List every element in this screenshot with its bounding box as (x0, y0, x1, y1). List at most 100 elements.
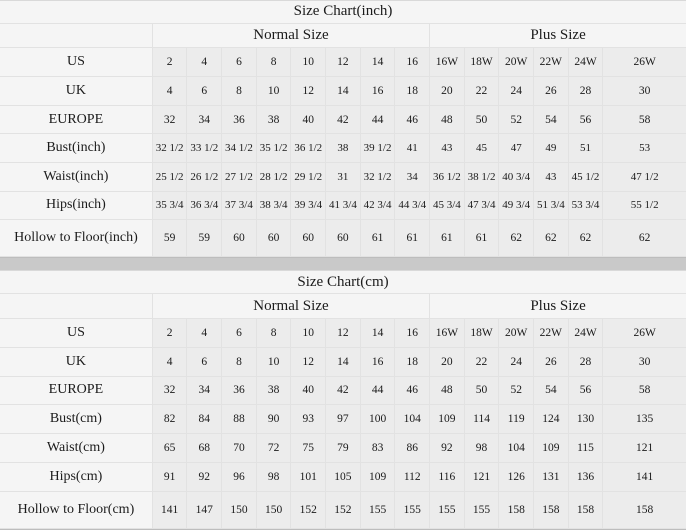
cell: 24 (498, 346, 535, 377)
cell: 44 (359, 104, 396, 135)
cell: 4 (186, 47, 223, 78)
row-label-hollow-to-floor: Hollow to Floor(inch) (0, 219, 153, 257)
cell: 97 (325, 404, 361, 435)
cell: 43 (533, 161, 569, 192)
size-chart-inch: Size Chart(inch) Normal Size Plus Size U… (0, 0, 686, 258)
cell: 47 (498, 133, 535, 163)
cell: 36 (221, 104, 257, 135)
cell: 16W (429, 47, 465, 78)
cell: 155 (359, 490, 396, 530)
cell: 29 1/2 (290, 161, 327, 192)
cell: 34 (186, 104, 223, 135)
cell: 116 (429, 462, 465, 492)
cell: 49 3/4 (498, 190, 535, 221)
cell: 83 (359, 433, 396, 464)
cell: 109 (359, 462, 396, 492)
cell: 98 (463, 433, 500, 464)
cell: 147 (186, 490, 223, 530)
cell: 158 (498, 490, 535, 530)
cell: 8 (221, 346, 257, 377)
cell: 16 (394, 317, 431, 348)
cell: 121 (602, 433, 686, 464)
cell: 158 (567, 490, 604, 530)
cell: 22W (533, 317, 569, 348)
cell: 61 (429, 219, 465, 257)
cell: 155 (463, 490, 500, 530)
cell: 124 (533, 404, 569, 435)
cell: 158 (602, 490, 686, 530)
cell: 141 (602, 462, 686, 492)
cell: 79 (325, 433, 361, 464)
cell: 104 (498, 433, 535, 464)
cell: 82 (151, 404, 188, 435)
cell: 32 1/2 (151, 133, 188, 163)
cell: 35 1/2 (255, 133, 292, 163)
row-label-hollow-to-floor: Hollow to Floor(cm) (0, 490, 153, 530)
group-header-plus-size: Plus Size (429, 22, 686, 49)
cell: 40 (290, 375, 327, 406)
cell: 20 (429, 346, 465, 377)
cell: 18W (463, 47, 500, 78)
cell: 38 (255, 375, 292, 406)
row-label-hips: Hips(cm) (0, 462, 153, 492)
cell: 62 (533, 219, 569, 257)
cell: 92 (186, 462, 223, 492)
cell: 16W (429, 317, 465, 348)
cell: 91 (151, 462, 188, 492)
cell: 12 (290, 346, 327, 377)
cell: 6 (186, 76, 223, 106)
cell: 10 (290, 317, 327, 348)
cell: 130 (567, 404, 604, 435)
cell: 46 (394, 375, 431, 406)
cell: 25 1/2 (151, 161, 188, 192)
cell: 92 (429, 433, 465, 464)
cell: 24W (567, 47, 604, 78)
cell: 109 (533, 433, 569, 464)
cell: 16 (394, 47, 431, 78)
cell: 54 (533, 375, 569, 406)
cell: 26W (602, 47, 686, 78)
cell: 26 1/2 (186, 161, 223, 192)
cell: 135 (602, 404, 686, 435)
cell: 12 (325, 317, 361, 348)
cell: 35 3/4 (151, 190, 188, 221)
row-label-us: US (0, 47, 153, 78)
cell: 14 (325, 346, 361, 377)
cell: 53 (602, 133, 686, 163)
cell: 26 (533, 346, 569, 377)
cell: 44 (359, 375, 396, 406)
cell: 84 (186, 404, 223, 435)
table-row: UK 4 6 8 10 12 14 16 18 20 22 24 26 28 3… (0, 76, 686, 106)
cell: 28 (567, 346, 604, 377)
cell: 105 (325, 462, 361, 492)
cell: 59 (151, 219, 188, 257)
cell: 48 (429, 104, 465, 135)
cell: 49 (533, 133, 569, 163)
cell: 155 (429, 490, 465, 530)
cell: 14 (359, 317, 396, 348)
cell: 18 (394, 76, 431, 106)
table-title-row: Size Chart(inch) (0, 1, 686, 24)
cell: 38 1/2 (463, 161, 500, 192)
cell: 112 (394, 462, 431, 492)
cell: 96 (221, 462, 257, 492)
cell: 38 3/4 (255, 190, 292, 221)
cell: 58 (602, 104, 686, 135)
cell: 20 (429, 76, 465, 106)
cell: 6 (221, 47, 257, 78)
table-row: Bust(cm) 82 84 88 90 93 97 100 104 109 1… (0, 404, 686, 435)
table-separator (0, 258, 686, 270)
row-label-europe: EUROPE (0, 104, 153, 135)
row-label-bust: Bust(inch) (0, 133, 153, 163)
cell: 131 (533, 462, 569, 492)
size-table-cm: Size Chart(cm) Normal Size Plus Size US … (0, 271, 686, 530)
row-label-us: US (0, 317, 153, 348)
cell: 50 (463, 104, 500, 135)
cell: 12 (290, 76, 327, 106)
cell: 8 (255, 47, 292, 78)
cell: 53 3/4 (567, 190, 604, 221)
cell: 34 (186, 375, 223, 406)
cell: 6 (221, 317, 257, 348)
cell: 16 (359, 76, 396, 106)
cell: 38 (325, 133, 361, 163)
